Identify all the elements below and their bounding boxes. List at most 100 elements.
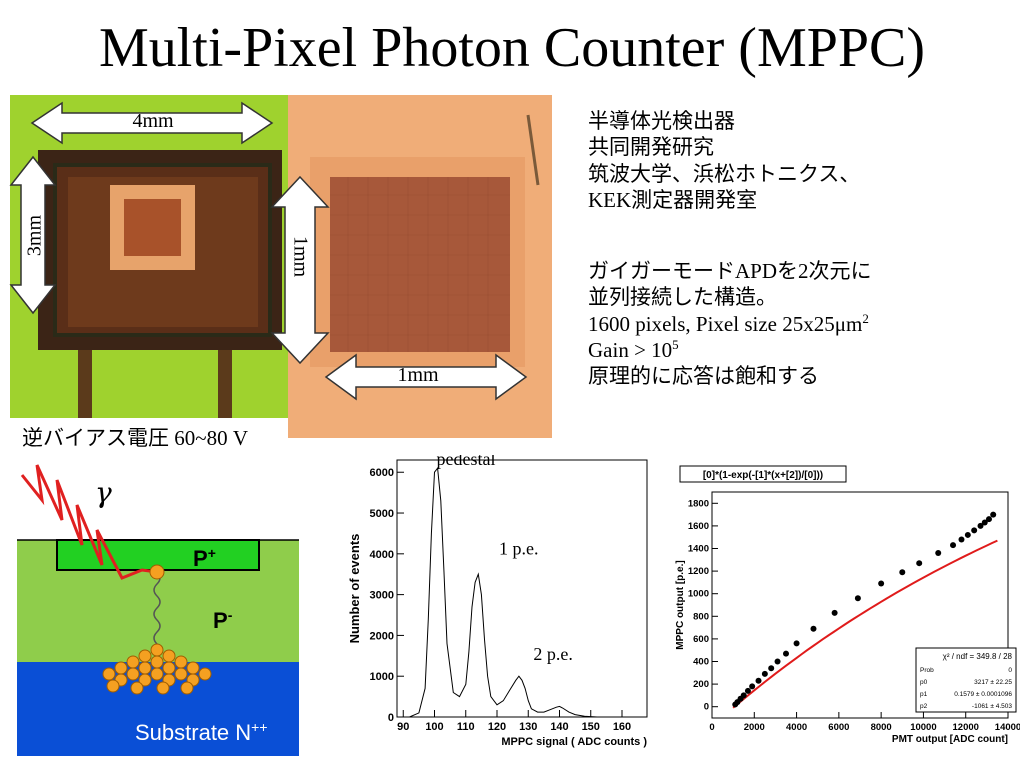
data-point	[749, 683, 756, 690]
y-axis-label: Number of events	[347, 534, 362, 644]
y-tick-label: 1000	[688, 589, 709, 600]
data-point	[964, 531, 971, 538]
data-point	[740, 692, 747, 699]
peak-annotation: 2 p.e.	[533, 644, 573, 664]
data-point	[985, 516, 992, 523]
desc-line: 半導体光検出器	[588, 109, 735, 133]
y-tick-label: 6000	[370, 467, 394, 479]
data-point	[744, 687, 751, 694]
stats-box	[915, 647, 1017, 713]
x-tick-label: 110	[457, 721, 475, 733]
stats-param-name: p0	[920, 679, 928, 686]
data-point	[899, 569, 906, 576]
photon-wave	[20, 464, 158, 580]
description-block-1: 半導体光検出器 共同開発研究 筑波大学、浜松ホトニクス、 KEK測定器開発室	[588, 108, 860, 213]
slide-title: Multi-Pixel Photon Counter (MPPC)	[98, 17, 926, 79]
stats-param-value: -1061 ± 4.503	[972, 703, 1012, 710]
desc-line: 1600 pixels, Pixel size 25x25μm2	[588, 311, 872, 337]
y-tick-label: 0	[704, 702, 709, 713]
stats-param-value: 0	[1008, 667, 1012, 674]
gain-info-sup: 5	[672, 336, 679, 352]
x-tick-label: 140	[550, 721, 568, 733]
data-point	[831, 609, 838, 616]
fit-title: [0]*(1-exp(-[1]*(x+[2])/[0]))	[703, 470, 823, 481]
data-point	[950, 542, 957, 549]
y-tick-label: 400	[693, 657, 709, 668]
stats-param-value: 3217 ± 22.25	[974, 679, 1012, 686]
y-tick-label: 1400	[688, 544, 709, 555]
dimension-arrows	[9, 101, 528, 401]
adc-histogram: 90 100 110 120 130 140 150 160 0 1000 2000 3000 4000…	[345, 449, 655, 755]
stats-param-name: p2	[920, 703, 928, 710]
y-tick-label: 5000	[370, 508, 394, 520]
fit-curve	[732, 539, 998, 709]
y-tick-label: 200	[693, 679, 709, 690]
substrate-label: Substrate N++	[135, 719, 268, 745]
linearity-plot: [0]*(1-exp(-[1]*(x+[2])/[0])) 0 2000 4000 60…	[672, 462, 1021, 754]
gamma-symbol: γ	[95, 476, 112, 509]
y-tick-label: 1800	[688, 498, 709, 509]
x-tick-label: 120	[488, 721, 506, 733]
data-point	[810, 625, 817, 632]
data-point	[755, 677, 762, 684]
y-tick-label: 1600	[688, 521, 709, 532]
y-tick-label: 600	[693, 634, 709, 645]
data-point	[916, 560, 923, 567]
data-point	[768, 665, 775, 672]
y-tick-label: 3000	[370, 590, 394, 602]
desc-line: 筑波大学、浜松ホトニクス、	[588, 161, 861, 186]
data-point	[783, 650, 789, 657]
y-tick-label: 0	[388, 712, 394, 724]
plot-frame	[711, 491, 1009, 719]
x-tick-label: 8000	[871, 722, 892, 733]
pixel-info-sup: 2	[862, 310, 869, 326]
x-tick-label: 100	[425, 721, 443, 733]
data-point	[935, 550, 942, 557]
p-minus-label: P-	[213, 607, 233, 633]
bias-voltage-label: 逆バイアス電圧 60~80 V	[22, 426, 249, 450]
desc-line: 原理的に応答は飽和する	[588, 364, 819, 388]
desc-line: 並列接続した構造。	[588, 285, 777, 310]
x-tick-label: 0	[709, 722, 714, 733]
description-block-2: ガイガーモードAPDを2次元に 並列接続した構造。 1600 pixels, P…	[588, 258, 872, 389]
label-3mm: 3mm	[23, 214, 46, 257]
desc-line: 共同開発研究	[588, 135, 714, 160]
peak-annotation: pedestal	[437, 455, 496, 469]
data-point	[990, 511, 997, 518]
gain-info: Gain > 10	[588, 337, 673, 362]
fit-title-box	[679, 465, 847, 483]
x-tick-label: 160	[613, 721, 631, 733]
stats-chi2: χ² / ndf = 349.8 / 28	[943, 652, 1013, 661]
desc-line: Gain > 105	[588, 337, 872, 363]
stats-param-name: p1	[920, 691, 928, 698]
label-1mm-horizontal: 1mm	[397, 364, 439, 386]
stats-param-name: Prob	[920, 667, 934, 674]
x-tick-label: 10000	[910, 722, 936, 733]
x-tick-label: 6000	[828, 722, 849, 733]
desc-line: KEK測定器開発室	[588, 187, 758, 212]
data-point	[774, 658, 781, 665]
peak-annotation: 1 p.e.	[499, 538, 539, 558]
y-tick-label: 2000	[370, 630, 394, 642]
y-tick-label: 4000	[370, 549, 394, 561]
x-axis-label: PMT output [ADC count]	[892, 734, 1008, 745]
p-plus-label: P+	[193, 545, 216, 571]
x-tick-label: 2000	[744, 722, 765, 733]
data-point	[981, 519, 988, 526]
x-tick-label: 12000	[953, 722, 979, 733]
x-tick-label: 150	[582, 721, 600, 733]
data-point	[854, 595, 861, 602]
hist-frame	[396, 459, 648, 718]
stats-param-value: 0.1579 ± 0.0001096	[954, 691, 1012, 698]
label-1mm-vertical: 1mm	[289, 235, 312, 278]
y-axis-label: MPPC output [p.e.]	[675, 560, 686, 649]
x-tick-label: 130	[519, 721, 537, 733]
histogram-line	[397, 466, 647, 718]
pixel-info: 1600 pixels, Pixel size 25x25μm	[588, 311, 863, 336]
y-tick-label: 800	[693, 611, 709, 622]
y-tick-label: 1000	[370, 671, 394, 683]
data-point	[971, 527, 978, 534]
x-axis-label: MPPC signal ( ADC counts )	[501, 736, 647, 748]
mppc-package-photo	[10, 95, 290, 418]
x-tick-label: 90	[397, 721, 409, 733]
